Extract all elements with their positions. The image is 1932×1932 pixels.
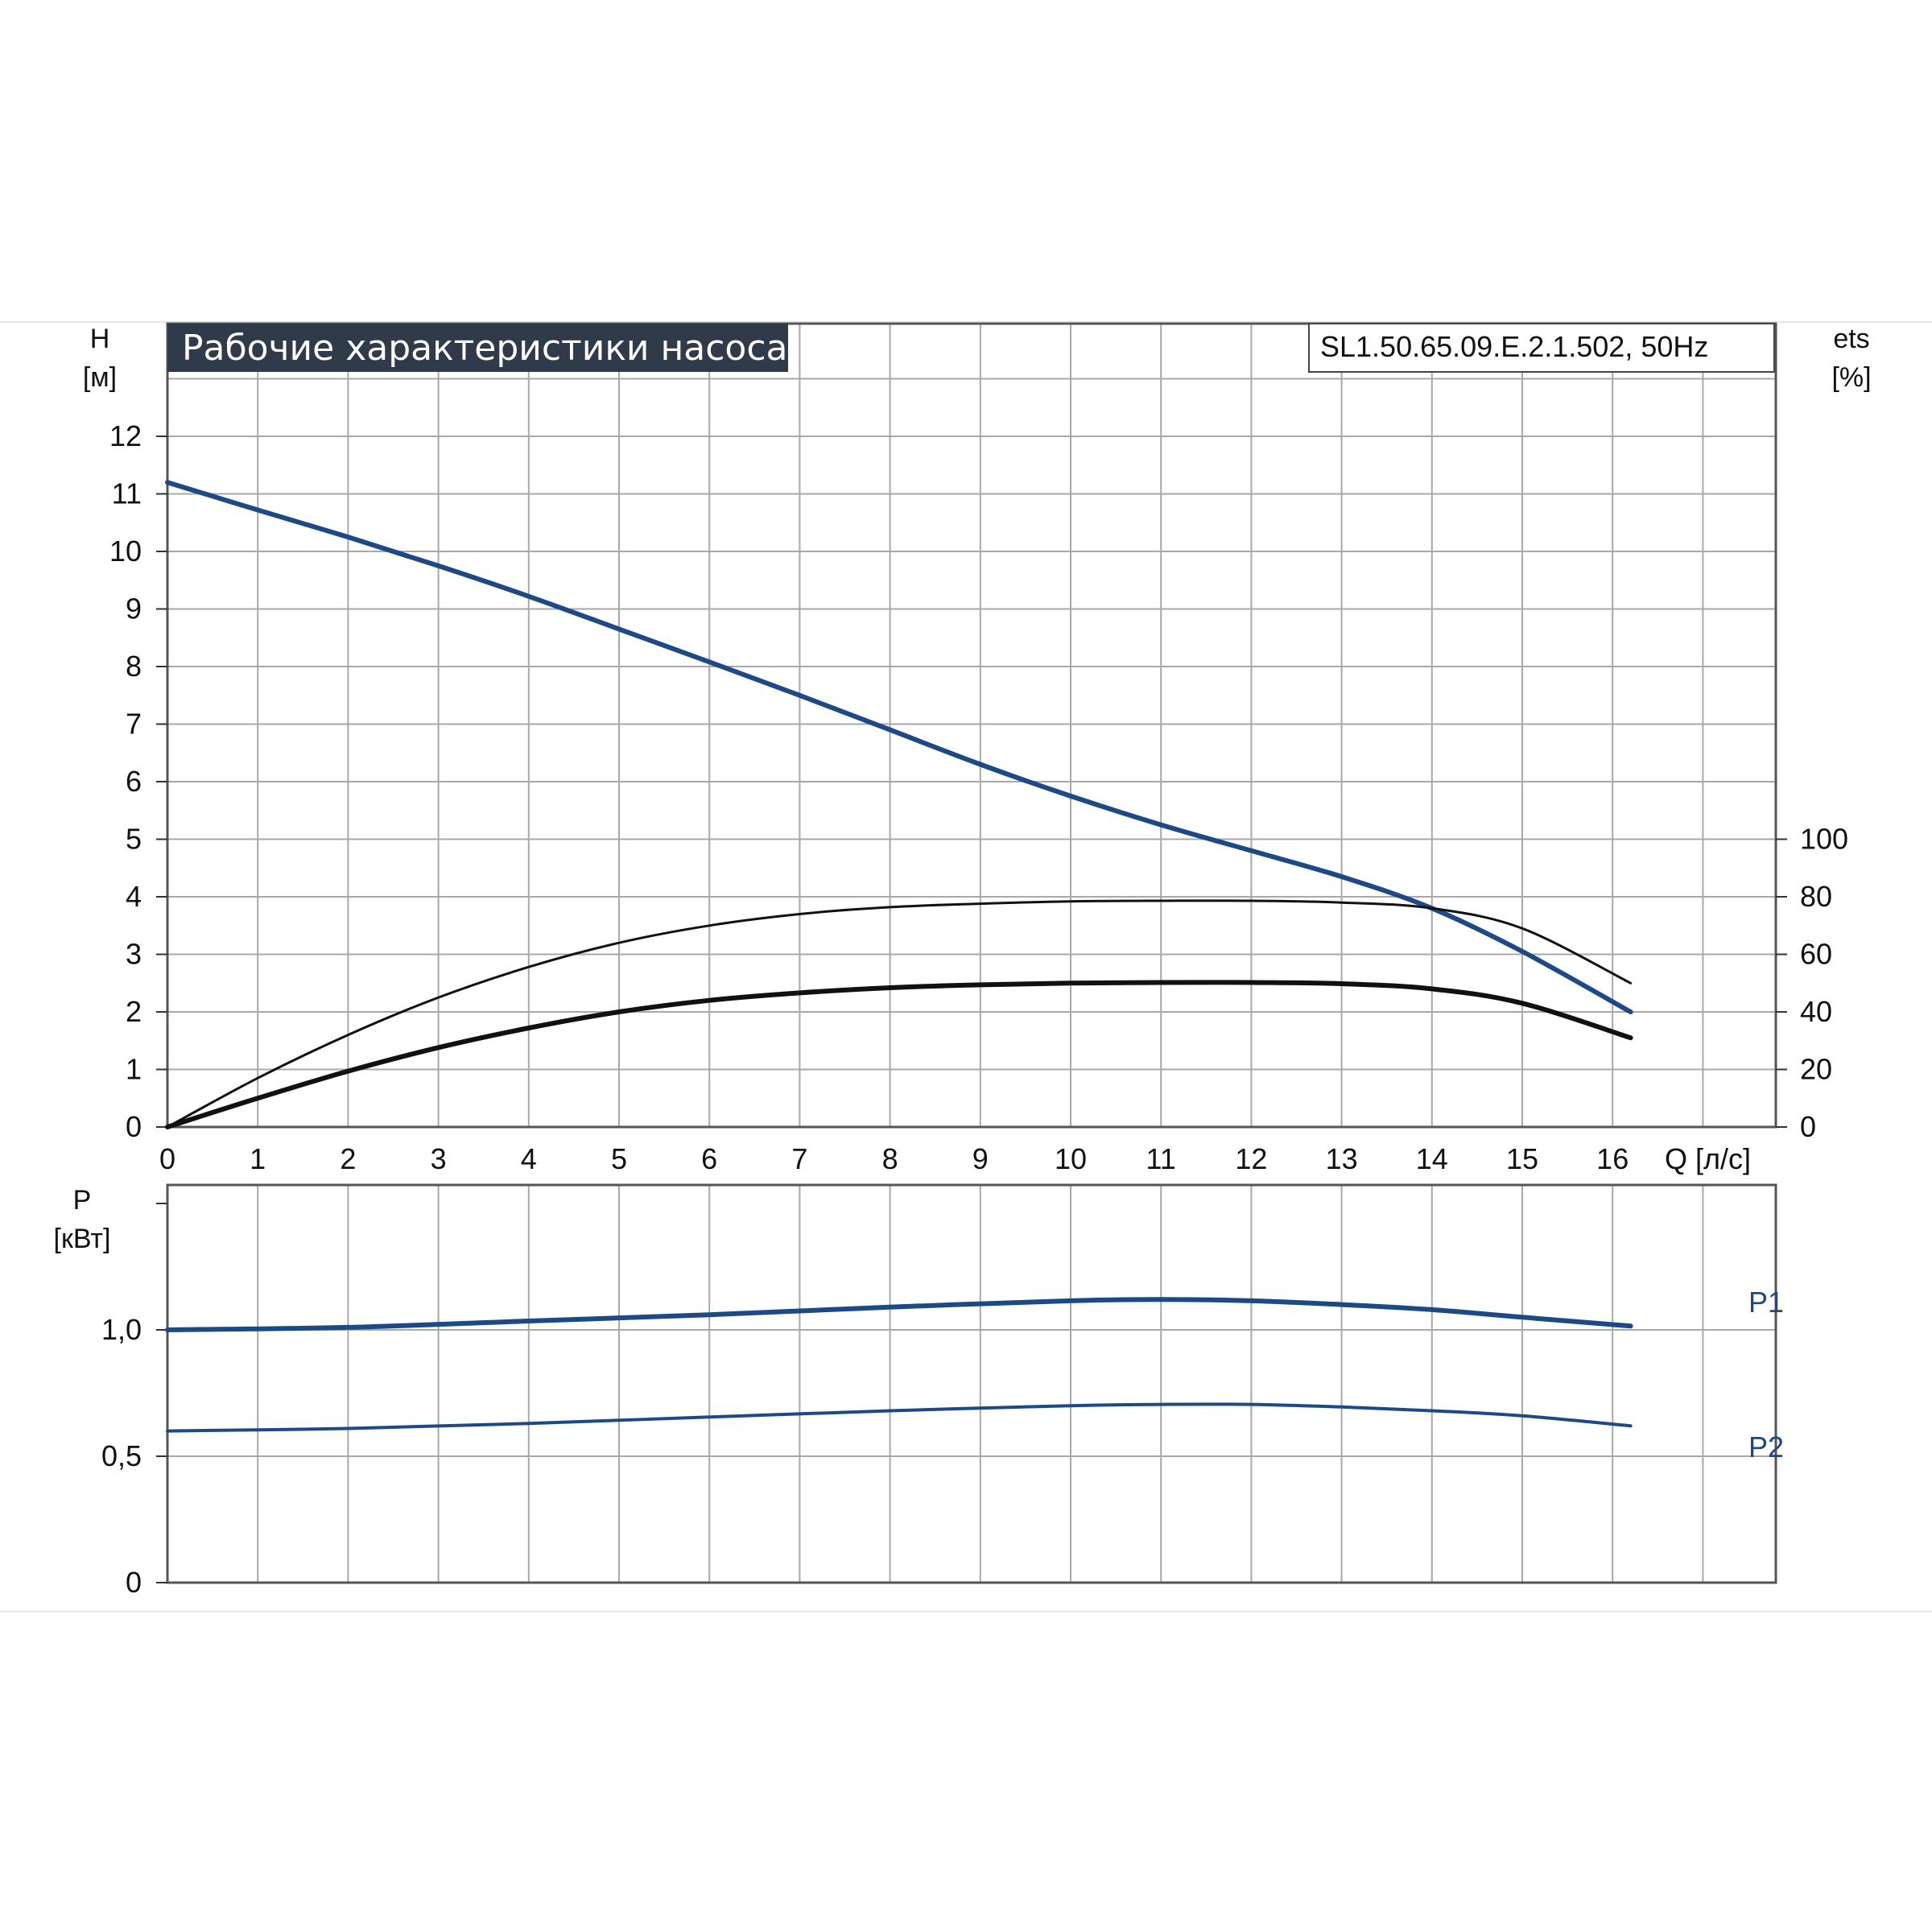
power-y-tick-label: 0 — [126, 1566, 142, 1599]
y2-tick-label: 100 — [1800, 823, 1848, 856]
y-tick-label: 8 — [126, 650, 142, 683]
x-axis-label: Q [л/с] — [1665, 1142, 1751, 1175]
power-axis-label-symbol: P — [73, 1185, 92, 1216]
y2-tick-label: 20 — [1800, 1053, 1832, 1086]
main-curves — [165, 480, 1633, 1129]
y-tick-label: 2 — [126, 995, 142, 1028]
efficiency-curve-thick — [165, 980, 1633, 1129]
x-tick-label: 3 — [431, 1142, 447, 1175]
chart-title: Рабочие характеристики насоса — [182, 328, 787, 369]
x-tick-label: 4 — [521, 1142, 537, 1175]
power-curves: P1 P2 — [165, 1286, 1784, 1463]
x-tick-label: 13 — [1326, 1142, 1358, 1175]
x-tick-label: 2 — [340, 1142, 356, 1175]
y2-axis-label-unit: [%] — [1831, 362, 1871, 393]
model-box — [1308, 323, 1775, 373]
y-tick-label: 0 — [126, 1110, 142, 1143]
power-y-tick-label: 0,5 — [101, 1439, 142, 1472]
x-tick-label: 10 — [1055, 1142, 1087, 1175]
y-tick-label: 11 — [112, 477, 142, 510]
x-tick-label: 11 — [1146, 1142, 1176, 1175]
y2-axis-label-symbol: ets — [1833, 324, 1869, 354]
main-tick-labels: 0 1 2 3 4 5 6 7 8 9 10 11 12 13 14 15 160123456789101112… — [109, 419, 1848, 1175]
model-label: SL1.50.65.09.E.2.1.502, 50Hz — [1320, 330, 1708, 363]
y-tick-label: 10 — [109, 535, 142, 568]
power-axis-label-unit: [кВт] — [54, 1224, 111, 1254]
x-tick-label: 1 — [250, 1142, 266, 1175]
x-tick-label: 15 — [1506, 1142, 1538, 1175]
y-tick-label: 7 — [126, 708, 142, 741]
main-grid — [167, 324, 1776, 1128]
y2-tick-label: 0 — [1800, 1110, 1816, 1143]
power-tick-labels: 0 0,5 1,0 — [101, 1203, 167, 1599]
power-series-label: P2 — [1748, 1430, 1784, 1463]
x-tick-label: 6 — [701, 1142, 717, 1175]
x-tick-label: 7 — [791, 1142, 807, 1175]
y2-tick-label: 60 — [1800, 938, 1832, 971]
power-plot-frame — [166, 1183, 1777, 1584]
y-axis-label-unit: [м] — [83, 362, 117, 393]
x-tick-label: 9 — [972, 1142, 989, 1175]
power-y-tick-label: 1,0 — [101, 1313, 142, 1346]
y-tick-label: 9 — [126, 592, 142, 625]
power-series-label: P1 — [1748, 1286, 1784, 1319]
x-tick-label: 8 — [882, 1142, 898, 1175]
y-tick-label: 12 — [109, 419, 142, 452]
x-tick-label: 12 — [1235, 1142, 1267, 1175]
y2-tick-label: 80 — [1800, 880, 1832, 913]
y-tick-label: 4 — [126, 880, 142, 913]
power-curve-p2 — [166, 1402, 1633, 1433]
x-tick-label: 16 — [1596, 1142, 1629, 1175]
y2-tick-label: 40 — [1800, 995, 1832, 1028]
power-curve-p1 — [165, 1297, 1633, 1332]
x-tick-label: 14 — [1416, 1142, 1448, 1175]
y-tick-label: 6 — [126, 765, 142, 798]
y-axis-label-symbol: H — [90, 324, 110, 354]
y-tick-label: 1 — [126, 1053, 142, 1086]
head-curve — [165, 480, 1633, 1014]
y-tick-label: 5 — [126, 823, 142, 856]
efficiency-curve-thin — [166, 899, 1633, 1129]
x-tick-label: 5 — [611, 1142, 627, 1175]
title-box — [167, 324, 788, 372]
main-plot-frame — [166, 322, 1777, 1129]
y-tick-label: 3 — [126, 938, 142, 971]
x-tick-label: 0 — [159, 1142, 175, 1175]
power-grid — [167, 1185, 1776, 1583]
